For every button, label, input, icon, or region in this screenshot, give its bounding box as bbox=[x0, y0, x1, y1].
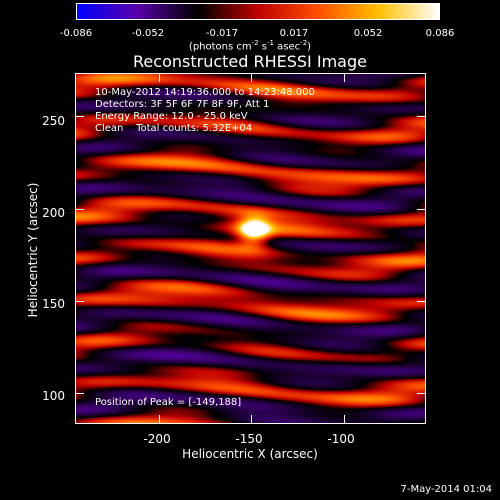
y-tick-label: 100 bbox=[42, 389, 65, 403]
colorbar-tick-label: -0.086 bbox=[59, 28, 93, 39]
annotation-energy-range: Energy Range: 12.0 - 25.0 keV bbox=[95, 111, 248, 122]
colorbar-tick-label: 0.086 bbox=[425, 28, 455, 39]
annotation-detectors: Detectors: 3F 5F 6F 7F 8F 9F, Att 1 bbox=[95, 99, 270, 110]
axis-tick bbox=[76, 116, 84, 118]
annotation-time-range: 10-May-2012 14:19:36.000 to 14:23:48.000 bbox=[95, 87, 315, 98]
axis-tick bbox=[251, 74, 253, 82]
chart-title: Reconstructed RHESSI Image bbox=[133, 52, 367, 71]
x-tick-label: -200 bbox=[143, 432, 171, 446]
colorbar-tick-label: 0.052 bbox=[353, 28, 383, 39]
axis-tick bbox=[251, 415, 253, 423]
footer-date: 7-May-2014 01:04 bbox=[400, 484, 492, 495]
heatmap-image bbox=[76, 74, 425, 423]
annotation-peak-position: Position of Peak = [-149,188] bbox=[95, 397, 242, 408]
x-axis-label: Heliocentric X (arcsec) bbox=[182, 447, 318, 461]
y-tick-label: 200 bbox=[42, 206, 65, 220]
y-tick-label: 250 bbox=[42, 114, 65, 128]
colorbar-unit-label: (photons cm-2 s-1 asec-2) bbox=[188, 39, 312, 53]
axis-tick bbox=[417, 393, 425, 395]
y-axis-label: Heliocentric Y (arcsec) bbox=[26, 182, 40, 318]
x-tick-label: -100 bbox=[327, 432, 355, 446]
axis-tick bbox=[417, 208, 425, 210]
axis-tick bbox=[343, 74, 345, 82]
colorbar-tick-label: 0.017 bbox=[279, 28, 309, 39]
axis-tick bbox=[417, 301, 425, 303]
plot-frame bbox=[75, 73, 426, 424]
colorbar bbox=[76, 3, 440, 20]
axis-tick bbox=[76, 301, 84, 303]
axis-tick bbox=[159, 415, 161, 423]
axis-tick bbox=[417, 116, 425, 118]
axis-tick bbox=[76, 393, 84, 395]
y-tick-label: 150 bbox=[42, 297, 65, 311]
colorbar-tick-label: -0.017 bbox=[205, 28, 239, 39]
axis-tick bbox=[159, 74, 161, 82]
x-tick-label: -150 bbox=[235, 432, 263, 446]
colorbar-tick-label: -0.052 bbox=[131, 28, 165, 39]
axis-tick bbox=[76, 208, 84, 210]
axis-tick bbox=[343, 415, 345, 423]
annotation-clean-counts: Clean Total counts: 5.32E+04 bbox=[95, 123, 253, 134]
